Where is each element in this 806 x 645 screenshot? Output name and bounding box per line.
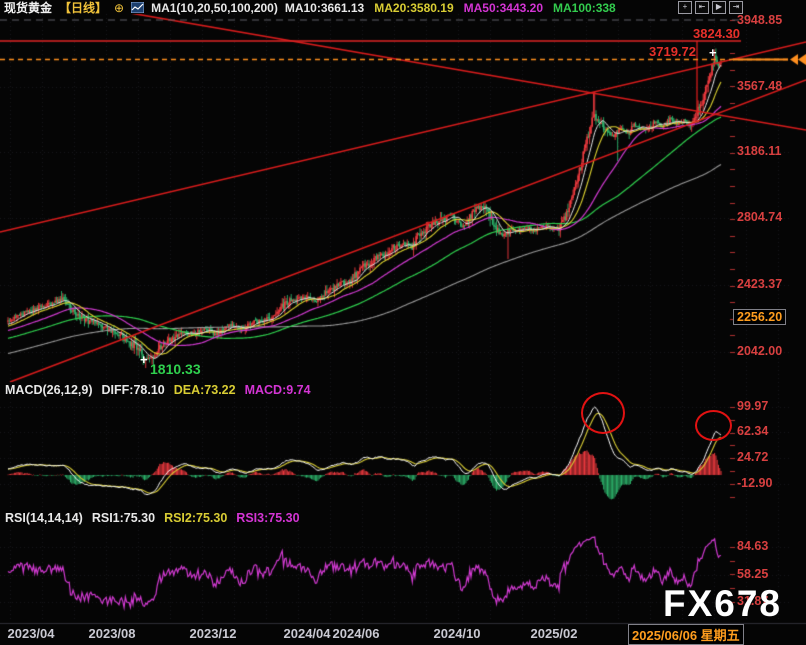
chart-icon	[131, 2, 145, 13]
goto-latest-icon[interactable]: ⇥	[729, 1, 743, 14]
ma-legend-ma10: MA10:3661.13	[284, 0, 365, 15]
ma-legend-ma100: MA100:338	[553, 0, 616, 15]
rsi3-value: RSI3:75.30	[236, 511, 300, 525]
ma-settings-label: MA1(10,20,50,100,200)	[151, 0, 278, 15]
expand-icon[interactable]: ⊕	[114, 0, 125, 15]
chart-toolbar: + ⇤ ▶ ⇥	[678, 1, 743, 14]
macd-header: MACD(26,12,9) DIFF:78.10 DEA:73.22 MACD:…	[5, 383, 311, 397]
watermark: FX678	[663, 583, 783, 624]
macd-diff-value: DIFF:78.10	[101, 383, 165, 397]
ma-legend-ma20: MA20:3580.19	[374, 0, 454, 15]
rsi1-value: RSI1:75.30	[91, 511, 156, 525]
macd-value: MACD:9.74	[244, 383, 311, 397]
rsi-header: RSI(14,14,14) RSI1:75.30 RSI2:75.30 RSI3…	[5, 511, 300, 525]
rsi-title: RSI(14,14,14)	[5, 511, 83, 525]
period-tag[interactable]: 【日线】	[59, 1, 108, 15]
autoplay-icon[interactable]: ▶	[712, 1, 726, 14]
macd-dea-value: DEA:73.22	[173, 383, 236, 397]
rsi2-value: RSI2:75.30	[164, 511, 228, 525]
ma-legend: MA10:3661.13 MA20:3580.19 MA50:3443.20 MA10…	[285, 1, 616, 15]
zoom-range-icon[interactable]: ⇤	[695, 1, 709, 14]
macd-highlight-circle-1	[581, 392, 625, 434]
chart-header: 现货黄金 【日线】 ⊕ MA1(10,20,50,100,200) MA10:36…	[4, 0, 616, 16]
macd-highlight-circle-2	[695, 410, 732, 441]
macd-title: MACD(26,12,9)	[5, 383, 93, 397]
ma-legend-ma50: MA50:3443.20	[463, 0, 544, 15]
symbol-title: 现货黄金	[4, 1, 53, 15]
crosshair-icon[interactable]: +	[678, 1, 692, 14]
